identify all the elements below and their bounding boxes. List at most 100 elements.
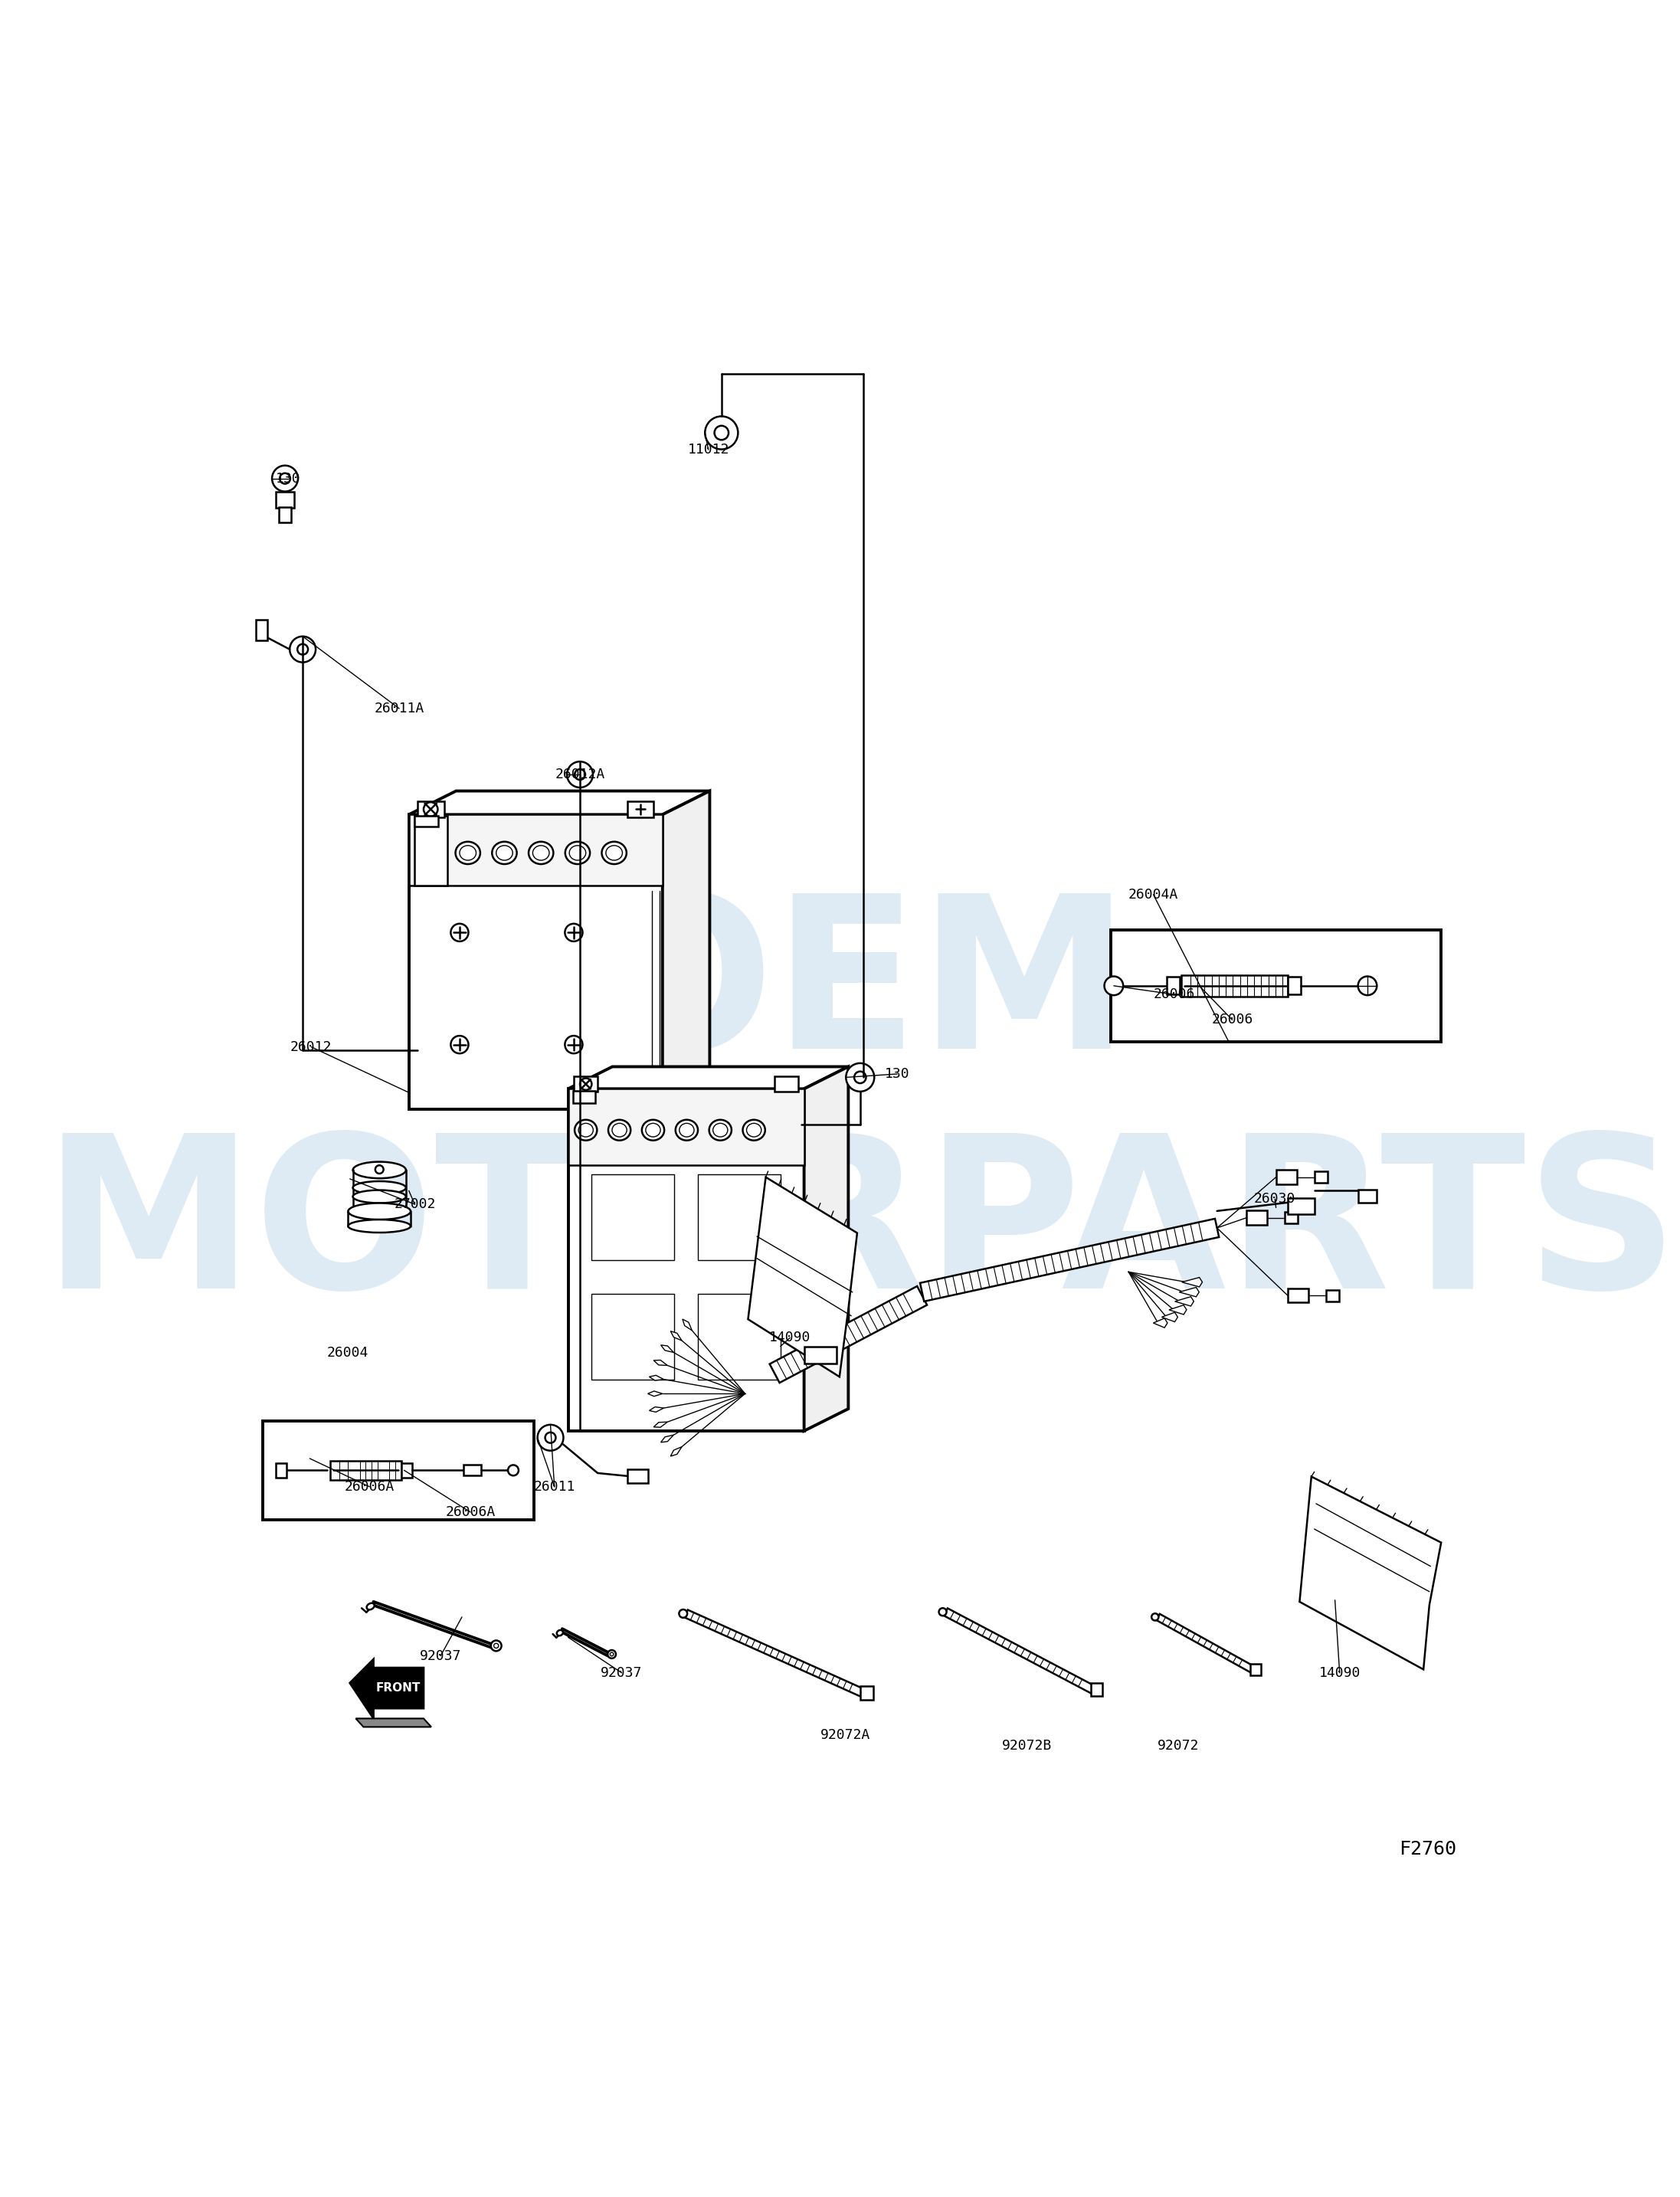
Polygon shape	[670, 1448, 682, 1457]
Circle shape	[847, 1063, 874, 1092]
Ellipse shape	[709, 1120, 731, 1140]
Ellipse shape	[529, 841, 553, 863]
Circle shape	[706, 415, 738, 450]
Text: 92072B: 92072B	[1001, 1738, 1052, 1753]
Circle shape	[279, 472, 291, 483]
Circle shape	[297, 644, 307, 655]
Text: 26011: 26011	[534, 1481, 575, 1494]
Ellipse shape	[492, 841, 517, 863]
Polygon shape	[944, 1608, 1095, 1694]
Text: 92072: 92072	[1158, 1738, 1200, 1753]
Polygon shape	[654, 1360, 667, 1367]
Ellipse shape	[423, 846, 440, 861]
Ellipse shape	[606, 846, 622, 861]
Bar	[1168, 978, 1179, 995]
Text: 14090: 14090	[769, 1331, 811, 1345]
Bar	[627, 1470, 648, 1483]
Ellipse shape	[366, 1604, 375, 1610]
Polygon shape	[648, 1406, 664, 1413]
Circle shape	[491, 1641, 501, 1652]
Ellipse shape	[353, 1191, 407, 1204]
Ellipse shape	[612, 1123, 627, 1136]
Polygon shape	[670, 1331, 682, 1340]
Polygon shape	[921, 1219, 1220, 1301]
Bar	[276, 1463, 286, 1476]
Polygon shape	[660, 1345, 674, 1353]
Ellipse shape	[1151, 1613, 1159, 1621]
Circle shape	[608, 1650, 617, 1659]
Circle shape	[272, 466, 297, 492]
Text: 26012A: 26012A	[556, 767, 605, 782]
Polygon shape	[568, 1068, 848, 1090]
Circle shape	[538, 1424, 563, 1450]
Bar	[774, 1077, 798, 1092]
Polygon shape	[654, 1421, 667, 1428]
Ellipse shape	[675, 1120, 697, 1140]
Bar	[591, 1175, 674, 1259]
Polygon shape	[648, 1375, 664, 1380]
Bar	[279, 508, 291, 523]
Circle shape	[544, 1432, 556, 1443]
Text: 130: 130	[885, 1068, 909, 1081]
Polygon shape	[682, 1318, 692, 1331]
Text: 26004A: 26004A	[1129, 888, 1178, 901]
Bar	[1250, 1663, 1260, 1676]
Text: 14090: 14090	[1319, 1665, 1361, 1681]
Ellipse shape	[455, 841, 480, 863]
Bar	[697, 1294, 781, 1380]
Polygon shape	[1174, 1296, 1194, 1305]
Bar	[1359, 1189, 1376, 1202]
Circle shape	[566, 762, 593, 787]
Polygon shape	[748, 1178, 857, 1378]
Polygon shape	[1156, 1615, 1253, 1672]
Ellipse shape	[679, 1123, 694, 1136]
Polygon shape	[1183, 1276, 1203, 1287]
Bar	[1289, 1287, 1309, 1303]
Ellipse shape	[645, 1123, 660, 1136]
Text: 26006: 26006	[1211, 1013, 1253, 1026]
Polygon shape	[1300, 1476, 1441, 1670]
Text: 26004: 26004	[326, 1347, 368, 1360]
Polygon shape	[769, 1285, 927, 1382]
Polygon shape	[684, 1610, 865, 1696]
Polygon shape	[660, 1435, 674, 1443]
Text: FRONT: FRONT	[376, 1683, 420, 1694]
Bar	[575, 1077, 598, 1092]
Bar	[1289, 978, 1300, 995]
Bar	[591, 1294, 674, 1380]
Ellipse shape	[578, 1123, 593, 1136]
Text: 130: 130	[276, 472, 301, 486]
Bar	[860, 1685, 874, 1700]
Polygon shape	[1152, 1318, 1168, 1327]
Circle shape	[714, 426, 729, 439]
Polygon shape	[408, 791, 709, 815]
Ellipse shape	[642, 1120, 664, 1140]
Bar	[331, 1461, 402, 1481]
Ellipse shape	[570, 846, 586, 861]
Bar	[276, 492, 294, 508]
Bar	[1110, 929, 1441, 1041]
Ellipse shape	[939, 1608, 946, 1615]
Ellipse shape	[556, 1630, 563, 1637]
Text: 26006: 26006	[1152, 989, 1194, 1002]
Bar	[415, 815, 447, 885]
Circle shape	[1357, 975, 1378, 995]
Ellipse shape	[353, 1182, 407, 1195]
Circle shape	[375, 1164, 383, 1173]
Ellipse shape	[575, 1120, 596, 1140]
Bar	[1277, 1171, 1297, 1184]
Bar	[1289, 1197, 1314, 1215]
Text: 26006A: 26006A	[445, 1505, 496, 1518]
Bar	[408, 815, 662, 1109]
Ellipse shape	[460, 846, 475, 861]
Ellipse shape	[712, 1123, 727, 1136]
Ellipse shape	[743, 1120, 764, 1140]
Bar	[255, 620, 267, 642]
Ellipse shape	[601, 841, 627, 863]
Polygon shape	[805, 1068, 848, 1430]
Ellipse shape	[353, 1162, 407, 1178]
Ellipse shape	[746, 1123, 761, 1136]
Text: 26006A: 26006A	[344, 1481, 395, 1494]
Bar	[697, 1175, 781, 1259]
Circle shape	[853, 1072, 865, 1083]
